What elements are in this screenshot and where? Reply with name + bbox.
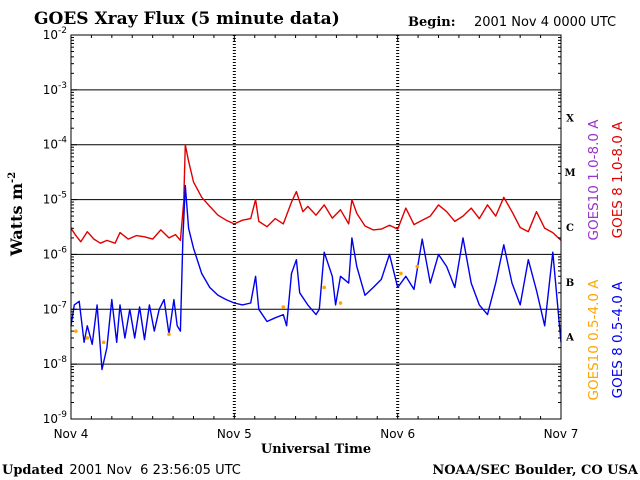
x-tick-label: Nov 4 bbox=[54, 427, 89, 441]
begin-value: 2001 Nov 4 0000 UTC bbox=[474, 15, 616, 30]
legend-entry: GOES10 0.5-4.0 A bbox=[586, 279, 602, 401]
y-tick-exponent: -3 bbox=[58, 81, 67, 91]
y-tick-exponent: -7 bbox=[58, 300, 67, 310]
y-tick-base: 10 bbox=[43, 247, 58, 261]
y-tick-label: 10-8 bbox=[43, 355, 68, 371]
legend-entry: GOES 8 1.0-8.0 A bbox=[610, 121, 626, 238]
x-tick-label: Nov 6 bbox=[380, 427, 415, 441]
y-tick-label: 10-7 bbox=[43, 300, 67, 316]
footer-updated: Updated 2001 Nov 6 23:56:05 UTC bbox=[2, 463, 241, 478]
series-point bbox=[85, 336, 90, 340]
chart-title: GOES Xray Flux (5 minute data) bbox=[34, 9, 340, 29]
x-tick-label: Nov 7 bbox=[544, 427, 579, 441]
footer-updated-label: Updated bbox=[2, 463, 63, 478]
legend: GOES10 1.0-8.0 A GOES 8 1.0-8.0 A GOES10 0… bbox=[586, 119, 626, 401]
series-point bbox=[101, 340, 106, 345]
y-tick-label: 10-6 bbox=[43, 245, 68, 261]
y-tick-exponent: -2 bbox=[58, 26, 67, 36]
flare-class-label: A bbox=[565, 333, 574, 344]
y-tick-base: 10 bbox=[43, 138, 58, 152]
x-axis-title: Universal Time bbox=[261, 442, 371, 457]
series-point bbox=[338, 301, 343, 305]
flare-class-labels: X M C B A bbox=[564, 113, 575, 343]
x-tick-labels: Nov 4 Nov 5 Nov 6 Nov 7 bbox=[54, 427, 579, 441]
y-tick-base: 10 bbox=[43, 357, 58, 371]
y-tick-base: 10 bbox=[43, 302, 58, 316]
y-tick-exponent: -5 bbox=[58, 191, 67, 201]
series-line bbox=[70, 144, 562, 244]
flare-class-label: M bbox=[564, 168, 575, 179]
footer-updated-value: 2001 Nov 6 23:56:05 UTC bbox=[69, 463, 241, 478]
y-tick-label: 10-5 bbox=[43, 191, 67, 207]
series-point bbox=[167, 332, 171, 337]
y-axis-title-superscript: -2 bbox=[7, 172, 18, 183]
plot-frame bbox=[70, 34, 562, 420]
flare-class-label: B bbox=[566, 278, 574, 289]
legend-entry: GOES10 1.0-8.0 A bbox=[586, 119, 602, 241]
series-point bbox=[281, 305, 286, 309]
flare-class-label: C bbox=[566, 223, 574, 234]
y-tick-base: 10 bbox=[43, 83, 58, 97]
flare-class-label: X bbox=[566, 113, 574, 124]
y-tick-label: 10-9 bbox=[43, 410, 68, 426]
svg-text:Watts m-2: Watts m-2 bbox=[7, 172, 26, 257]
series-point bbox=[415, 264, 420, 269]
y-tick-base: 10 bbox=[43, 193, 58, 207]
y-tick-label: 10-4 bbox=[43, 136, 68, 152]
y-tick-exponent: -6 bbox=[58, 245, 67, 255]
series-point bbox=[322, 285, 326, 290]
y-tick-base: 10 bbox=[43, 28, 58, 42]
y-tick-base: 10 bbox=[43, 412, 58, 426]
y-tick-exponent: -9 bbox=[58, 410, 67, 420]
y-axis-title: Watts m-2 bbox=[7, 172, 26, 257]
grid-layer bbox=[71, 34, 561, 420]
y-tick-exponent: -4 bbox=[58, 136, 67, 146]
legend-entry: GOES 8 0.5-4.0 A bbox=[610, 281, 626, 398]
y-tick-label: 10-2 bbox=[43, 26, 67, 42]
y-tick-exponent: -8 bbox=[58, 355, 67, 365]
x-tick-label: Nov 5 bbox=[217, 427, 252, 441]
begin-label: Begin: bbox=[408, 15, 456, 30]
y-tick-labels: 10-910-810-710-610-510-410-310-2 bbox=[43, 26, 68, 426]
y-axis-title-text: Watts m bbox=[7, 183, 26, 257]
series-point bbox=[399, 271, 403, 276]
series-point bbox=[74, 329, 78, 333]
series-line bbox=[70, 184, 562, 371]
series-layer bbox=[70, 144, 562, 371]
y-tick-label: 10-3 bbox=[43, 81, 67, 97]
footer-credit: NOAA/SEC Boulder, CO USA bbox=[432, 463, 639, 478]
axis-layer bbox=[70, 34, 562, 420]
